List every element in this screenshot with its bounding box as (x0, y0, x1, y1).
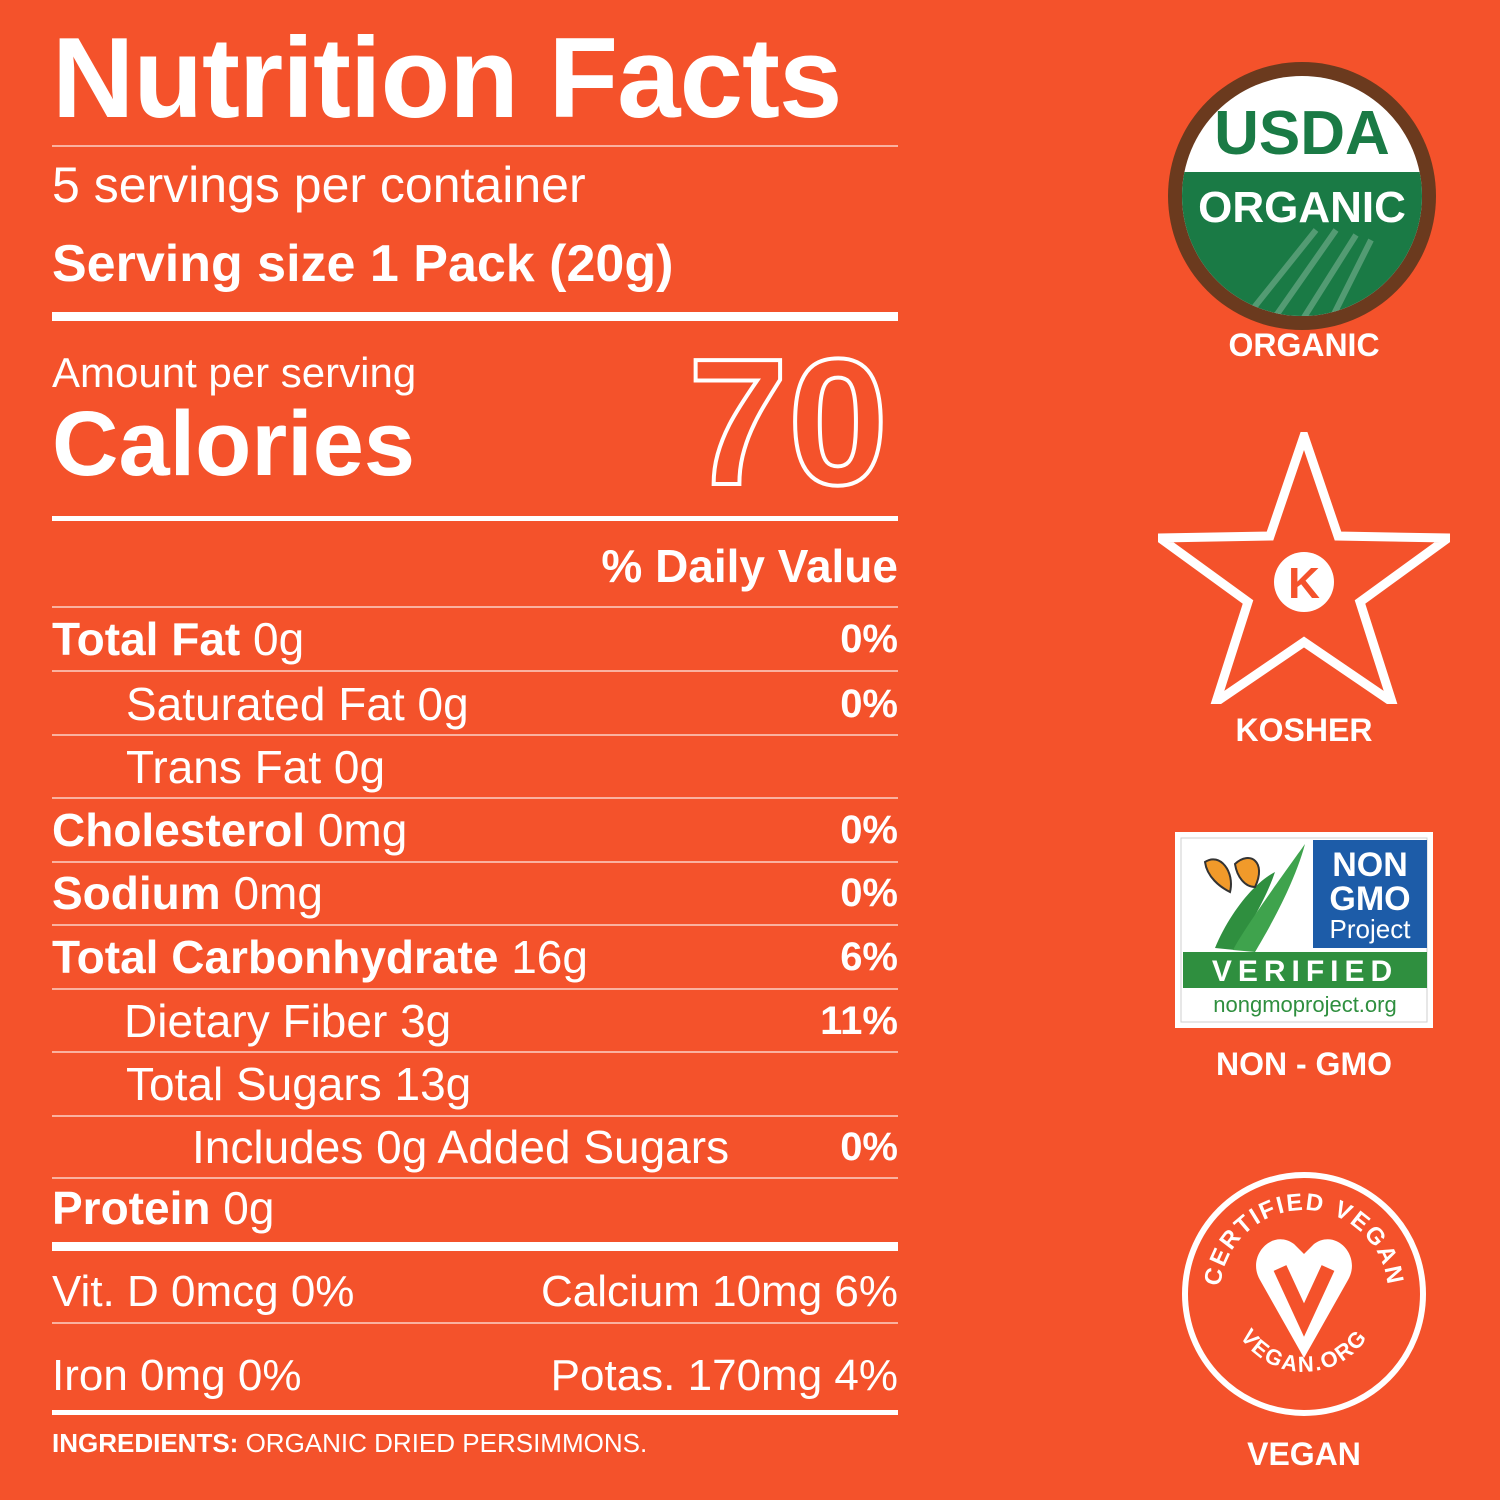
divider (52, 145, 898, 147)
kosher-caption: KOSHER (1235, 712, 1373, 748)
nutrient-row-trans-fat: Trans Fat 0g (52, 736, 898, 798)
non-gmo-caption: NON - GMO (1216, 1046, 1392, 1082)
nutrient-amount: 0g (333, 741, 386, 793)
divider (52, 734, 898, 736)
non-gmo-project-logo: NON GMO Project VERIFIED nongmoproject.o… (1175, 832, 1433, 1028)
nutrient-dv: 6% (840, 935, 898, 979)
nutrient-amount: 0g (253, 613, 305, 665)
nutrient-name: Includes 0g Added Sugars (192, 1121, 730, 1173)
nutrient-row-total-sugars: Total Sugars 13g (52, 1053, 898, 1115)
divider-thick (52, 312, 898, 321)
nutrient-row-total-carbohydrate: Total Carbonhydrate 16g 6% (52, 926, 898, 988)
kosher-letter: K (1288, 559, 1320, 608)
organic-seal-text: ORGANIC (1198, 183, 1406, 232)
nutrient-amount: 0g (417, 678, 469, 730)
nutrient-row-added-sugars: Includes 0g Added Sugars 0% (52, 1116, 898, 1178)
calories-value: 70 (686, 336, 890, 496)
nutrient-row-dietary-fiber: Dietary Fiber 3g 11% (52, 990, 898, 1052)
nutrient-row-protein: Protein 0g (52, 1177, 898, 1239)
nutrient-amount: 0g (223, 1182, 275, 1234)
nongmo-non: NON (1332, 846, 1408, 884)
nutrient-dv: 11% (820, 999, 898, 1043)
usda-organic-seal: USDA ORGANIC (1168, 62, 1436, 330)
nutrient-amount: 13g (394, 1058, 472, 1110)
divider (52, 924, 898, 926)
vitamin-d: Vit. D 0mcg 0% (52, 1267, 355, 1316)
nutrient-name: Total Carbonhydrate (52, 931, 499, 983)
nutrient-dv: 0% (840, 871, 898, 915)
divider (52, 670, 898, 672)
divider-mid (52, 1410, 898, 1415)
nutrient-name: Dietary Fiber (124, 995, 388, 1047)
ingredients: INGREDIENTS: ORGANIC DRIED PERSIMMONS. (52, 1430, 647, 1456)
divider-thick (52, 1242, 898, 1251)
nutrient-dv: 0% (840, 682, 898, 726)
divider (52, 1177, 898, 1179)
organic-caption: ORGANIC (1228, 327, 1380, 363)
nutrient-amount: 0mg (233, 867, 323, 919)
serving-size: Serving size 1 Pack (20g) (52, 235, 674, 293)
divider (52, 861, 898, 863)
nutrient-amount: 16g (511, 931, 588, 983)
nutrient-dv: 0% (840, 1125, 898, 1169)
nongmo-verified: VERIFIED (1212, 955, 1398, 988)
nutrient-dv: 0% (840, 808, 898, 852)
divider (52, 606, 898, 608)
nongmo-project: Project (1330, 914, 1412, 944)
kosher-star-icon: K (1158, 432, 1450, 704)
nutrient-row-total-fat: Total Fat 0g 0% (52, 608, 898, 670)
divider (52, 797, 898, 799)
nutrient-amount: 0mg (317, 804, 408, 856)
divider (52, 1051, 898, 1053)
calories-label: Calories (52, 393, 416, 495)
nutrient-row-sodium: Sodium 0mg 0% (52, 862, 898, 924)
divider (52, 1115, 898, 1117)
vegan-caption: VEGAN (1247, 1436, 1361, 1472)
certified-vegan-logo: CERTIFIED VEGAN VEGAN.ORG (1182, 1172, 1426, 1416)
v-check-icon (1273, 1265, 1335, 1337)
calories-number: 70 (688, 336, 888, 496)
nongmo-url: nongmoproject.org (1213, 992, 1396, 1017)
daily-value-header: % Daily Value (601, 540, 898, 592)
nutrient-name: Saturated Fat (126, 678, 405, 730)
usda-text: USDA (1214, 99, 1390, 168)
nutrient-amount: 3g (400, 995, 452, 1047)
calcium: Calcium 10mg 6% (540, 1267, 898, 1316)
nutrient-name: Total Sugars (126, 1058, 382, 1110)
divider-mid (52, 516, 898, 521)
nutrient-name: Cholesterol (52, 804, 306, 856)
nutrition-facts-title: Nutrition Facts (52, 15, 842, 142)
potassium: Potas. 170mg 4% (550, 1351, 898, 1400)
divider (52, 988, 898, 990)
ingredients-label: INGREDIENTS: (52, 1428, 239, 1458)
nutrient-name: Trans Fat (126, 741, 322, 793)
amount-per-serving: Amount per serving (52, 349, 417, 396)
nutrient-name: Sodium (52, 867, 221, 919)
nongmo-gmo: GMO (1329, 880, 1410, 918)
nutrient-row-cholesterol: Cholesterol 0mg 0% (52, 799, 898, 861)
divider (52, 1322, 898, 1324)
nutrient-name: Total Fat (52, 613, 241, 665)
servings-per-container: 5 servings per container (52, 157, 586, 213)
nutrient-name: Protein (52, 1182, 211, 1234)
iron: Iron 0mg 0% (52, 1351, 302, 1400)
nutrient-dv: 0% (840, 617, 898, 661)
heart-icon (1256, 1239, 1352, 1358)
nutrient-row-saturated-fat: Saturated Fat 0g 0% (52, 673, 898, 735)
ingredients-text: ORGANIC DRIED PERSIMMONS. (245, 1428, 648, 1458)
